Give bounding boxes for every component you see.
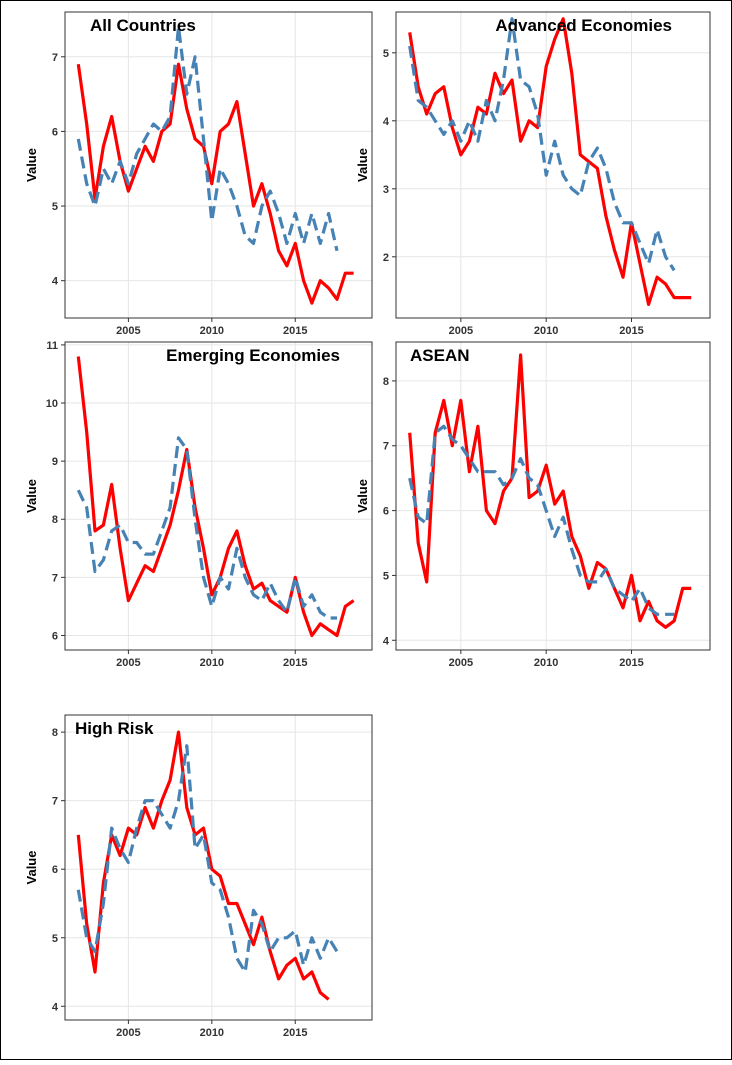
series-line — [408, 17, 692, 306]
panel: 4 5 6 7 8 2005 2010 2015 ASEAN Value — [355, 341, 711, 669]
y-axis-label: Value — [24, 479, 39, 513]
y-tick-label: 9 — [52, 456, 58, 468]
y-tick-label: 6 — [383, 506, 389, 518]
y-tick-label: 7 — [383, 441, 389, 453]
x-tick-label: 2015 — [283, 1027, 307, 1039]
plot-border — [395, 341, 711, 651]
series-line — [76, 25, 339, 252]
plot-border — [64, 341, 373, 651]
plot-background — [65, 12, 372, 318]
series-line — [408, 17, 676, 272]
y-tick-label: 2 — [383, 252, 389, 264]
x-tick-label: 2010 — [200, 325, 224, 337]
y-tick-label: 5 — [52, 933, 58, 945]
x-tick-label: 2005 — [449, 657, 473, 669]
plot-border — [64, 714, 373, 1021]
series-line — [76, 730, 330, 1001]
x-tick-label: 2010 — [534, 325, 558, 337]
panel: 4 5 6 7 2005 2010 2015 All Countries Value — [24, 11, 373, 337]
y-axis-label: Value — [355, 148, 370, 182]
series-line — [76, 744, 339, 974]
x-tick-label: 2010 — [534, 657, 558, 669]
y-tick-label: 4 — [52, 1001, 59, 1013]
panel-title: ASEAN — [410, 346, 470, 365]
y-axis-label: Value — [24, 851, 39, 885]
x-tick-label: 2015 — [619, 657, 643, 669]
x-tick-label: 2005 — [449, 325, 473, 337]
y-tick-label: 6 — [52, 864, 58, 876]
x-tick-label: 2010 — [200, 1027, 224, 1039]
x-tick-label: 2010 — [200, 657, 224, 669]
x-tick-label: 2015 — [283, 325, 307, 337]
y-axis-label: Value — [355, 479, 370, 513]
y-tick-label: 7 — [52, 572, 58, 584]
y-tick-label: 5 — [383, 48, 389, 60]
y-tick-label: 7 — [52, 796, 58, 808]
series-line — [408, 424, 675, 616]
x-tick-label: 2015 — [283, 657, 307, 669]
x-tick-label: 2005 — [116, 657, 140, 669]
plot-border — [395, 11, 711, 319]
panel-title: High Risk — [75, 719, 154, 738]
y-tick-label: 4 — [383, 116, 390, 128]
y-tick-label: 11 — [46, 340, 58, 352]
y-tick-label: 4 — [383, 635, 390, 647]
y-tick-label: 5 — [383, 570, 389, 582]
x-tick-label: 2005 — [116, 1027, 140, 1039]
series-line — [76, 356, 355, 638]
y-tick-label: 8 — [383, 376, 389, 388]
panel-title: All Countries — [90, 16, 196, 35]
plot-background — [65, 342, 372, 650]
plot-background — [65, 715, 372, 1020]
panel-title: Emerging Economies — [166, 346, 340, 365]
y-tick-label: 4 — [52, 276, 59, 288]
y-tick-label: 6 — [52, 630, 58, 642]
x-tick-label: 2015 — [619, 325, 643, 337]
series-line — [408, 353, 692, 629]
x-tick-label: 2005 — [116, 325, 140, 337]
plot-background — [396, 12, 710, 318]
panel: 6 7 8 9 10 11 2005 2010 2015 Emerging Economies Va… — [24, 340, 373, 669]
plot-border — [64, 11, 373, 319]
y-tick-label: 8 — [52, 514, 58, 526]
panel-title: Advanced Economies — [495, 16, 672, 35]
y-tick-label: 8 — [52, 727, 58, 739]
y-tick-label: 5 — [52, 201, 58, 213]
y-tick-label: 10 — [46, 398, 58, 410]
panel: 2 3 4 5 2005 2010 2015 Advanced Economies Value — [355, 11, 711, 337]
y-tick-label: 7 — [52, 52, 58, 64]
y-axis-label: Value — [24, 148, 39, 182]
series-line — [76, 436, 337, 620]
y-tick-label: 3 — [383, 184, 389, 196]
y-tick-label: 6 — [52, 126, 58, 138]
panel: 4 5 6 7 8 2005 2010 2015 High Risk Value — [24, 714, 373, 1039]
